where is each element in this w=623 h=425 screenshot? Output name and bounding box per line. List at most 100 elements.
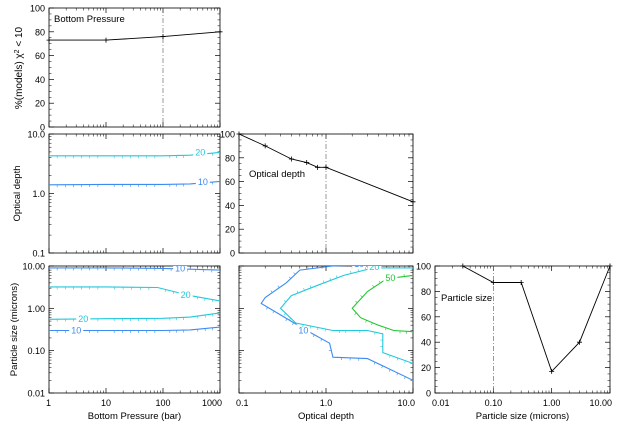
contour-tick <box>266 307 268 310</box>
y-tick-label: 0.01 <box>27 389 45 399</box>
panel-p_pressure: 0 20 40 60 80 100 Bottom Pressure <box>30 4 223 133</box>
contour-label: 10 <box>175 264 185 274</box>
contour-tick <box>374 332 376 335</box>
x-tick-label: 1000 <box>202 398 222 408</box>
x-tick-label: 1.0 <box>320 398 333 408</box>
pct-models-axis-label: %(models) χ2 < 10 <box>14 26 26 109</box>
contour-tick <box>388 369 391 372</box>
x-tick-label: 0.10 <box>485 398 503 408</box>
contour-tick <box>365 267 367 270</box>
contour-tick <box>328 349 332 352</box>
contour-tick <box>372 284 375 288</box>
contour-label: 10 <box>298 325 308 335</box>
x-tick-label: 10.00 <box>589 398 612 408</box>
contour-tick <box>309 285 312 288</box>
data-point <box>323 164 329 170</box>
contour-line-10 <box>49 180 220 186</box>
contour-tick <box>288 317 291 321</box>
panel-p_size_vs_tau: 0.1 1.0 10.0 Optical depth 10 10 20 50 <box>236 262 415 422</box>
contour-line-20 <box>49 286 220 302</box>
contour-tick <box>293 272 296 275</box>
y-tick-label: 40 <box>225 201 235 211</box>
panel-p_tau: 0 20 40 60 80 100 Optical depth <box>220 130 416 259</box>
x-tick-label: 1.00 <box>543 398 561 408</box>
y-tick-label: 10.0 <box>27 130 45 140</box>
data-point <box>576 339 582 345</box>
contour-label: 20 <box>78 314 88 324</box>
y-tick-label: 80 <box>35 27 45 37</box>
data-point <box>236 131 242 137</box>
contour-line-20 <box>49 312 220 320</box>
contour-group: 10 10 20 50 <box>260 262 413 381</box>
contour-tick <box>172 291 175 295</box>
y-axis-title: Optical depth <box>12 166 23 222</box>
contour-tick <box>404 376 406 380</box>
y-tick-label: 0.10 <box>27 346 45 356</box>
data-point <box>46 37 52 43</box>
contour-line-50 <box>351 274 413 333</box>
contour-group: 10 20 <box>49 146 220 188</box>
contour-tick <box>354 312 357 315</box>
series-line-size <box>462 265 611 373</box>
x-tick-label: 10 <box>101 398 111 408</box>
data-point <box>410 199 416 205</box>
x-tick-label: 10.0 <box>397 398 415 408</box>
contour-tick <box>350 271 352 274</box>
y-tick-label: 0 <box>40 123 45 133</box>
y-tick-label: 0 <box>426 389 431 399</box>
y-tick-label: 100 <box>416 262 431 272</box>
contour-label-bg <box>352 266 367 270</box>
contour-label-bg <box>195 176 210 188</box>
contour-label: 20 <box>369 262 379 272</box>
contour-label-bg <box>173 266 188 274</box>
contour-tick <box>384 327 387 331</box>
y-tick-label: 60 <box>225 177 235 187</box>
contour-tick <box>396 372 399 376</box>
contour-tick <box>381 365 383 369</box>
y-tick-label: 40 <box>35 75 45 85</box>
x-axis-title: Bottom Pressure (bar) <box>88 411 181 422</box>
y-tick-label: 1.0 <box>32 189 45 199</box>
contour-label: 20 <box>195 147 205 157</box>
panel-title: Particle size <box>441 293 492 304</box>
y-tick-label: 0 <box>230 249 235 259</box>
y-tick-label: 100 <box>30 4 45 14</box>
data-point <box>490 280 496 286</box>
data-point <box>518 280 524 286</box>
contour-tick <box>272 310 275 314</box>
contour-label: 50 <box>385 273 395 283</box>
data-point <box>103 37 109 43</box>
y-tick-label: 60 <box>35 51 45 61</box>
contour-tick <box>283 313 286 316</box>
contour-tick <box>365 320 367 323</box>
panel-frame <box>48 265 221 394</box>
x-tick-label: 1 <box>46 398 51 408</box>
data-point <box>288 156 294 162</box>
contour-tick <box>396 357 399 361</box>
contour-tick <box>320 338 323 342</box>
contour-label-bg <box>193 146 208 158</box>
contour-tick <box>360 295 363 298</box>
y-tick-label: 80 <box>225 153 235 163</box>
x-tick-label: 0.1 <box>236 398 249 408</box>
contour-tick <box>164 289 166 293</box>
contour-tick <box>389 355 391 358</box>
contour-label: 10 <box>198 177 208 187</box>
contour-tick <box>296 290 299 294</box>
contour-tick <box>404 360 406 364</box>
contour-tick <box>270 290 273 293</box>
contour-line-10 <box>49 267 220 271</box>
panel-title: Optical depth <box>249 169 305 180</box>
data-point <box>217 29 223 35</box>
contour-tick <box>277 285 280 288</box>
contour-tick <box>285 318 288 322</box>
contour-tick <box>355 300 358 303</box>
contour-tick <box>303 288 305 291</box>
data-point <box>262 143 268 149</box>
contour-line-20 <box>279 267 413 364</box>
data-point <box>607 263 613 269</box>
contour-label: 20 <box>181 290 191 300</box>
series-line-pressure <box>49 31 221 41</box>
contour-tick <box>322 280 325 283</box>
